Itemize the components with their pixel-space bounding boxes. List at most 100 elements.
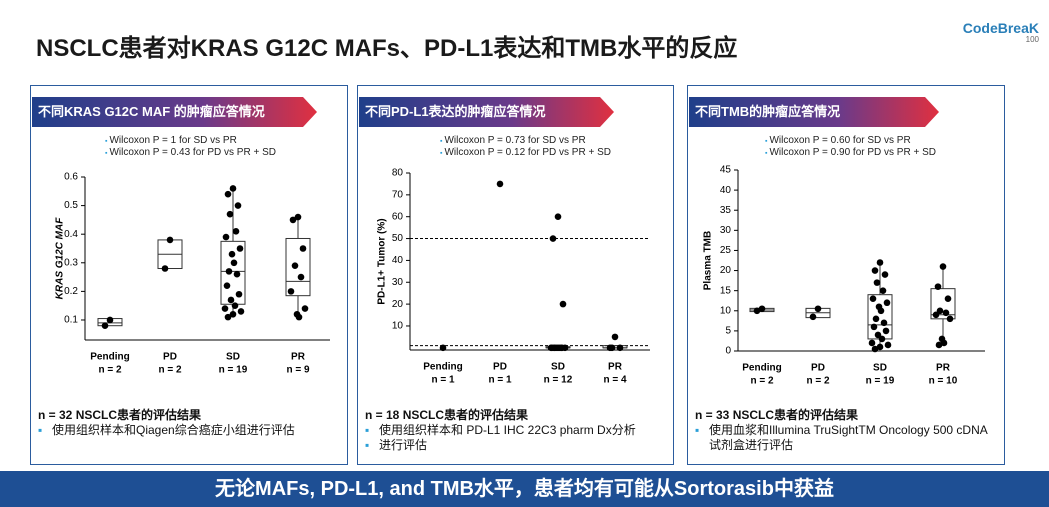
point xyxy=(301,305,309,312)
point xyxy=(222,233,230,241)
point xyxy=(229,310,237,318)
point xyxy=(226,210,234,218)
y-tick-label: 0.5 xyxy=(64,200,78,211)
panel-footer: n = 18 NSCLC患者的评估结果使用组织样本和 PD-L1 IHC 22C… xyxy=(365,408,668,453)
x-count-label: n = 9 xyxy=(286,365,310,376)
point xyxy=(878,335,886,343)
summary: n = 33 NSCLC患者的评估结果 xyxy=(695,408,859,422)
point xyxy=(297,273,305,281)
point xyxy=(291,262,299,269)
stats: Wilcoxon P = 1 for SD vs PRWilcoxon P = … xyxy=(105,135,305,159)
point xyxy=(294,213,302,221)
point xyxy=(876,259,884,266)
note: 使用血浆和Illumina TruSightTM Oncology 500 cD… xyxy=(695,423,999,453)
panel-header: 不同PD-L1表达的肿瘤应答情况 xyxy=(359,97,614,127)
point xyxy=(227,296,235,304)
point xyxy=(225,268,233,275)
point xyxy=(234,202,242,209)
y-tick-label: 0 xyxy=(725,346,731,357)
x-count-label: n = 12 xyxy=(544,375,573,386)
point xyxy=(554,213,562,221)
x-count-label: n = 4 xyxy=(603,375,627,386)
point xyxy=(814,305,822,313)
y-tick-label: 40 xyxy=(392,255,404,266)
point xyxy=(869,295,877,303)
summary: n = 32 NSCLC患者的评估结果 xyxy=(38,408,202,422)
y-tick-label: 0.3 xyxy=(64,257,78,268)
logo-name: CodeBreaK xyxy=(962,20,1039,36)
summary: n = 18 NSCLC患者的评估结果 xyxy=(365,408,529,422)
point xyxy=(548,344,556,352)
point xyxy=(232,228,240,235)
stat-line: Wilcoxon P = 0.12 for PD vs PR + SD xyxy=(440,147,640,159)
banner: 无论MAFs, PD-L1, and TMB水平，患者均有可能从Sortoras… xyxy=(0,471,1049,507)
note: 使用组织样本和 PD-L1 IHC 22C3 pharm Dx分析 xyxy=(365,423,668,438)
y-tick-label: 80 xyxy=(392,168,404,179)
point xyxy=(872,315,880,323)
y-tick-label: 10 xyxy=(720,305,732,316)
point xyxy=(289,216,297,224)
slide-title: NSCLC患者对KRAS G12C MAFs、PD-L1表达和TMB水平的反应 xyxy=(36,35,738,62)
x-count-label: n = 2 xyxy=(98,365,122,376)
point xyxy=(882,327,890,335)
point xyxy=(944,295,952,303)
logo-sub: 100 xyxy=(1025,35,1039,44)
note: 进行评估 xyxy=(365,438,668,453)
y-tick-label: 0.4 xyxy=(64,229,78,240)
point xyxy=(106,316,114,324)
stats: Wilcoxon P = 0.73 for SD vs PRWilcoxon P… xyxy=(440,135,640,159)
x-tick-label: PD xyxy=(163,352,177,363)
point xyxy=(608,344,616,352)
y-tick-label: 5 xyxy=(725,326,731,337)
point xyxy=(876,343,884,351)
point xyxy=(880,319,888,327)
point xyxy=(224,313,232,321)
point xyxy=(287,288,295,295)
x-tick-label: SD xyxy=(551,362,565,373)
point xyxy=(879,287,887,294)
point xyxy=(874,331,882,339)
point xyxy=(871,345,879,353)
y-tick-label: 15 xyxy=(720,285,732,296)
stat-line: Wilcoxon P = 0.43 for PD vs PR + SD xyxy=(105,147,305,159)
panel-header: 不同KRAS G12C MAF 的肿瘤应答情况 xyxy=(32,97,317,127)
y-axis-label: PD-L1+ Tumor (%) xyxy=(377,218,388,304)
stat-line: Wilcoxon P = 0.60 for SD vs PR xyxy=(765,135,995,147)
point xyxy=(883,299,891,307)
point xyxy=(946,315,954,323)
point xyxy=(101,322,109,330)
point xyxy=(870,323,878,331)
stat-line: Wilcoxon P = 0.90 for PD vs PR + SD xyxy=(765,147,995,159)
point xyxy=(496,180,504,188)
point xyxy=(877,307,885,315)
point xyxy=(809,313,817,321)
point xyxy=(935,341,943,349)
y-tick-label: 30 xyxy=(392,277,404,288)
y-tick-label: 30 xyxy=(720,225,732,236)
panel-footer: n = 32 NSCLC患者的评估结果使用组织样本和Qiagen综合癌症小组进行… xyxy=(38,408,342,438)
y-tick-label: 35 xyxy=(720,205,732,216)
panel-header: 不同TMB的肿瘤应答情况 xyxy=(689,97,939,127)
x-tick-label: PD xyxy=(811,363,825,374)
y-axis-label: Plasma TMB xyxy=(703,231,714,290)
point xyxy=(221,305,229,312)
y-tick-label: 45 xyxy=(720,165,732,176)
panel-footer: n = 33 NSCLC患者的评估结果使用血浆和Illumina TruSigh… xyxy=(695,408,999,453)
point xyxy=(549,235,557,242)
x-count-label: n = 19 xyxy=(866,376,895,387)
y-tick-label: 50 xyxy=(392,233,404,244)
point xyxy=(223,282,231,289)
x-count-label: n = 2 xyxy=(750,376,774,387)
panel xyxy=(30,85,348,465)
x-tick-label: Pending xyxy=(423,362,462,373)
x-tick-label: PD xyxy=(493,362,507,373)
point xyxy=(934,283,942,290)
x-count-label: n = 2 xyxy=(806,376,830,387)
point xyxy=(233,270,241,278)
point xyxy=(235,290,243,298)
point xyxy=(871,267,879,274)
point xyxy=(439,344,447,352)
point xyxy=(932,311,940,319)
